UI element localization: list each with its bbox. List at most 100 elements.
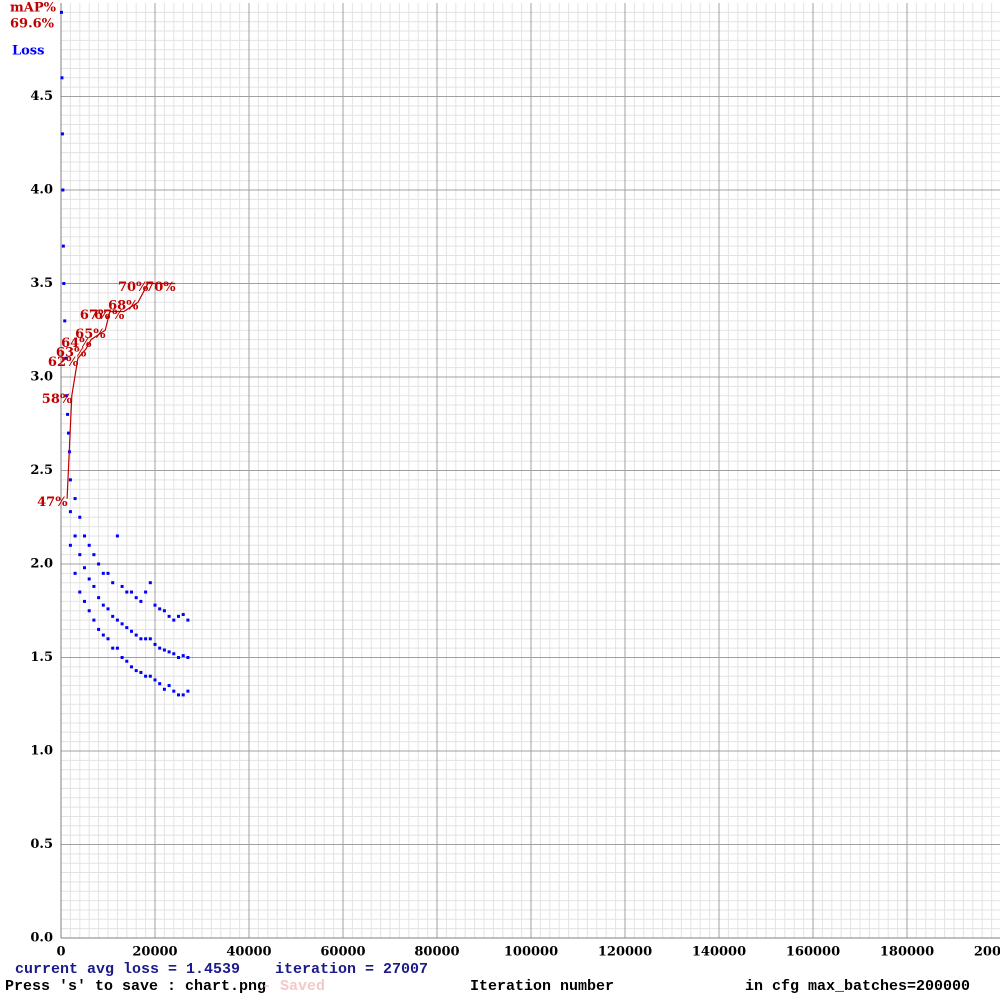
loss-point xyxy=(83,599,86,603)
loss-point xyxy=(125,626,129,630)
loss-point xyxy=(172,689,176,693)
loss-point xyxy=(64,356,68,360)
loss-point xyxy=(148,581,152,585)
loss-point xyxy=(111,581,115,585)
loss-point xyxy=(167,650,171,654)
map-label: 67% xyxy=(80,308,111,323)
loss-point xyxy=(158,607,162,611)
loss-point xyxy=(120,656,124,659)
loss-point xyxy=(78,590,82,594)
x-tick-label: 200000 xyxy=(974,945,1000,960)
loss-point xyxy=(97,596,101,600)
x-tick-label: 80000 xyxy=(414,945,459,960)
x-axis-label: Iteration number xyxy=(470,978,614,995)
loss-point xyxy=(66,412,70,416)
loss-point xyxy=(186,689,190,693)
current-map: 69.6% xyxy=(10,17,55,32)
loss-point xyxy=(78,553,82,557)
y-tick-label: 4.5 xyxy=(30,89,53,104)
loss-point xyxy=(87,609,91,613)
loss-point xyxy=(67,431,71,435)
map-label: 62% xyxy=(48,355,79,370)
x-tick-label: 0 xyxy=(56,945,65,960)
loss-point xyxy=(92,584,96,588)
loss-point xyxy=(65,394,69,398)
loss-point xyxy=(97,562,101,566)
loss-point xyxy=(181,654,185,658)
loss-point xyxy=(115,534,119,538)
loss-point xyxy=(97,627,101,631)
loss-point xyxy=(87,577,91,581)
loss-point xyxy=(177,693,180,697)
loss-point xyxy=(134,669,138,673)
loss-point xyxy=(162,609,166,613)
loss-point xyxy=(92,553,96,557)
map-label: 65% xyxy=(75,327,106,342)
loss-point xyxy=(73,571,77,575)
loss-point xyxy=(139,670,143,674)
y-tick-label: 3.0 xyxy=(30,370,53,385)
loss-point xyxy=(125,659,129,663)
loss-point xyxy=(153,678,157,682)
loss-point xyxy=(177,614,180,618)
y-tick-label: 2.5 xyxy=(30,463,53,478)
loss-point xyxy=(68,478,72,482)
y-tick-label: 0.0 xyxy=(30,931,53,946)
loss-point xyxy=(106,571,110,575)
loss-point xyxy=(186,618,190,622)
loss-point xyxy=(111,614,115,618)
x-tick-label: 100000 xyxy=(504,945,558,960)
loss-point xyxy=(60,132,64,136)
loss-point xyxy=(78,515,82,519)
loss-point xyxy=(106,607,110,611)
loss-point xyxy=(158,682,162,686)
map-label: 70% xyxy=(145,280,176,295)
loss-point xyxy=(106,637,110,641)
loss-point xyxy=(172,618,176,622)
loss-point xyxy=(181,612,185,616)
loss-point xyxy=(125,590,129,594)
plot: 0 20000 40000 60000 80000 100000 120000 140000 1… xyxy=(30,3,1000,960)
legend-loss: Loss xyxy=(12,44,44,59)
loss-point xyxy=(68,510,72,514)
loss-point xyxy=(144,590,148,594)
loss-point xyxy=(153,603,157,607)
loss-point xyxy=(120,584,124,588)
loss-point xyxy=(101,633,105,637)
loss-point xyxy=(62,282,66,285)
map-label: 67% xyxy=(94,308,125,323)
loss-point xyxy=(181,693,185,697)
loss-point xyxy=(83,566,86,570)
loss-point xyxy=(139,599,143,603)
y-tick-label: 0.5 xyxy=(30,837,53,852)
loss-point xyxy=(162,687,166,691)
loss-point xyxy=(63,319,67,323)
loss-point xyxy=(144,674,148,678)
loss-point xyxy=(73,497,77,501)
grid xyxy=(60,3,1000,939)
x-tick-label: 180000 xyxy=(880,945,934,960)
loss-point xyxy=(186,656,190,659)
map-label: 64% xyxy=(61,336,92,351)
x-tick-label: 20000 xyxy=(132,945,177,960)
loss-point xyxy=(158,646,162,650)
y-tick-label: 4.0 xyxy=(30,183,53,198)
loss-point xyxy=(167,614,171,618)
loss-point xyxy=(177,656,180,659)
y-tick-label: 1.5 xyxy=(30,650,53,665)
loss-point xyxy=(120,622,124,626)
loss-point xyxy=(139,637,143,641)
loss-point xyxy=(130,629,133,633)
map-label: 58% xyxy=(42,392,73,407)
x-tick-label: 160000 xyxy=(786,945,840,960)
loss-point xyxy=(172,652,176,656)
loss-point xyxy=(130,590,133,594)
max-batches: in cfg max_batches=200000 xyxy=(745,978,970,995)
loss-point xyxy=(73,534,77,538)
map-label: 68% xyxy=(108,299,139,314)
loss-point xyxy=(162,648,166,652)
loss-point xyxy=(167,684,171,688)
map-line xyxy=(66,282,176,499)
